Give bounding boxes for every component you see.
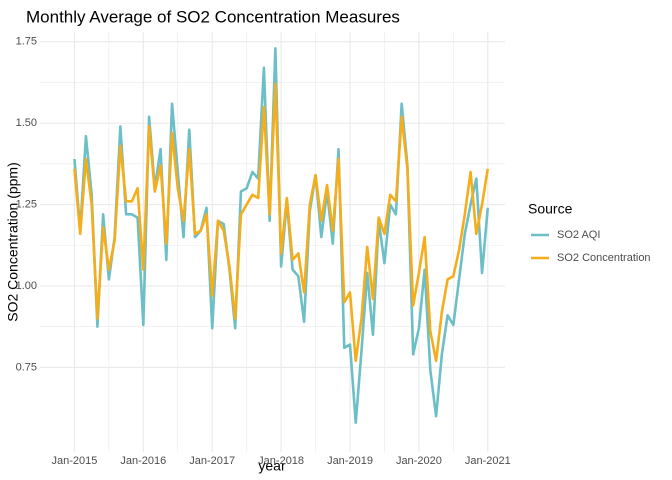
x-tick-label: Jan-2017 [189,455,235,467]
x-tick-label: Jan-2019 [327,455,373,467]
y-tick-label: 0.75 [16,361,37,373]
y-tick-label: 1.50 [16,117,37,129]
x-tick-label: Jan-2018 [258,455,304,467]
legend-title: Source [528,201,573,217]
y-axis-label: SO2 Concentration (ppm) [5,162,21,322]
y-tick-label: 1.25 [16,198,37,210]
chart-title: Monthly Average of SO2 Concentration Mea… [26,7,400,26]
x-tick-label: Jan-2015 [52,455,98,467]
x-tick-label: Jan-2016 [120,455,166,467]
x-axis-label: year [258,458,286,474]
y-tick-label: 1.00 [16,280,37,292]
legend-label: SO2 AQI [557,229,600,241]
series-line [73,82,490,363]
series-line [73,46,490,424]
y-tick-label: 1.75 [16,36,37,48]
x-tick-label: Jan-2020 [396,455,442,467]
legend-label: SO2 Concentration [557,252,651,264]
x-tick-label: Jan-2021 [465,455,511,467]
